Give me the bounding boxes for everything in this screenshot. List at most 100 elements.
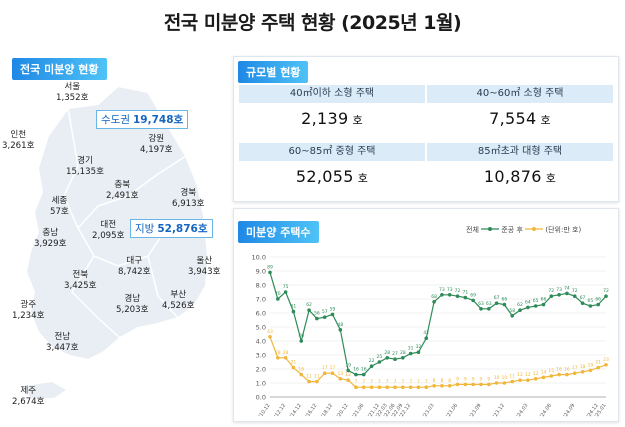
series-total-data-label: 58 bbox=[509, 308, 515, 314]
series-total-data-label: 59 bbox=[330, 306, 336, 312]
series-total-data-label: 68 bbox=[431, 294, 437, 300]
series-completed-point bbox=[565, 372, 569, 377]
series-completed-point bbox=[572, 371, 577, 375]
x-tick-label: '16.12 bbox=[305, 403, 319, 419]
series-total-point bbox=[424, 336, 429, 340]
series-completed-data-label: 43 bbox=[267, 329, 273, 335]
series-total-point bbox=[518, 308, 522, 312]
region-chungnam: 충남 3,929호 bbox=[34, 228, 67, 249]
region-sejong: 세종 57호 bbox=[50, 196, 69, 217]
size-cell-value: 10,876 호 bbox=[483, 167, 557, 186]
size-cell-small-40: 40㎡이하 소형 주택 2,139 호 bbox=[239, 85, 425, 128]
series-total-point bbox=[369, 364, 374, 368]
series-completed-point bbox=[494, 381, 499, 385]
region-daegu: 대구 8,742호 bbox=[118, 256, 151, 277]
series-total-point bbox=[299, 339, 304, 343]
series-completed-data-label: 17 bbox=[572, 365, 578, 371]
series-completed-data-label: 16 bbox=[564, 367, 570, 373]
capital-area-box: 수도권 19,748호 bbox=[96, 110, 189, 129]
series-total-data-label: 89 bbox=[267, 264, 273, 270]
series-total-point bbox=[291, 309, 296, 314]
series-completed-point bbox=[315, 379, 319, 384]
legend-total-swatch bbox=[481, 227, 500, 231]
series-completed-point bbox=[549, 374, 554, 378]
size-cell-label: 85㎡초과 대형 주택 bbox=[427, 143, 613, 161]
series-completed-point bbox=[432, 384, 436, 388]
series-total-point bbox=[432, 300, 436, 304]
series-completed-data-label: 18 bbox=[580, 364, 586, 370]
series-total-data-label: 71 bbox=[462, 290, 468, 296]
series-completed-data-label: 12 bbox=[517, 372, 523, 378]
region-gwangju: 광주 1,234호 bbox=[12, 300, 45, 321]
y-tick-label: 9.0 bbox=[256, 268, 266, 276]
x-tick-label: '24.09 bbox=[562, 403, 576, 419]
x-tick-label: '24.06 bbox=[539, 403, 553, 419]
series-completed-point bbox=[526, 378, 530, 382]
series-total-point bbox=[494, 301, 499, 305]
series-completed-point bbox=[502, 381, 507, 385]
series-completed-point bbox=[346, 378, 350, 382]
region-seoul: 서울 1,352호 bbox=[56, 82, 89, 103]
series-completed-point bbox=[486, 382, 491, 387]
series-total-data-label: 73 bbox=[556, 287, 562, 293]
series-total-point bbox=[479, 307, 483, 311]
chart-legend: 전체 준공 후 (단위:만 호) bbox=[466, 225, 581, 235]
series-total-point bbox=[385, 356, 390, 360]
series-completed-data-label: 8 bbox=[448, 378, 451, 384]
series-completed-point bbox=[479, 382, 483, 387]
series-total-data-label: 48 bbox=[337, 322, 343, 328]
series-completed-data-label: 7 bbox=[394, 379, 397, 385]
size-cell-label: 40㎡이하 소형 주택 bbox=[239, 85, 425, 103]
series-completed-data-label: 13 bbox=[337, 371, 343, 377]
series-completed-point bbox=[424, 385, 429, 389]
series-total-data-label: 67 bbox=[494, 295, 500, 301]
region-gyeonggi: 경기 15,135호 bbox=[66, 156, 104, 177]
series-total-point bbox=[455, 294, 460, 298]
korea-map bbox=[24, 84, 210, 398]
series-total-data-label: 63 bbox=[486, 301, 492, 307]
region-daejeon: 대전 2,095호 bbox=[92, 220, 125, 241]
x-tick-label: '23.03 bbox=[422, 403, 436, 419]
x-tick-label: '23.06 bbox=[445, 403, 459, 419]
series-total-point bbox=[408, 351, 413, 356]
series-completed-data-label: 9 bbox=[464, 376, 467, 382]
series-completed-data-label: 7 bbox=[355, 379, 358, 385]
series-total-point bbox=[322, 315, 327, 319]
series-total-data-label: 31 bbox=[408, 346, 414, 352]
series-completed-data-label: 10 bbox=[494, 375, 500, 381]
series-completed-point bbox=[541, 375, 546, 380]
series-completed-point bbox=[283, 356, 288, 360]
region-jeonnam: 전남 3,447호 bbox=[46, 332, 79, 353]
series-total-point bbox=[354, 372, 358, 377]
series-completed-data-label: 7 bbox=[425, 379, 428, 385]
series-completed-data-label: 8 bbox=[440, 378, 443, 384]
y-tick-label: 1.0 bbox=[256, 380, 266, 388]
series-completed-point bbox=[416, 385, 421, 389]
y-tick-label: 8.0 bbox=[256, 282, 266, 290]
series-total-data-label: 62 bbox=[517, 302, 523, 308]
series-completed-point bbox=[268, 335, 272, 339]
x-tick-label: '23.09 bbox=[469, 403, 483, 419]
series-completed-data-label: 13 bbox=[533, 371, 539, 377]
series-total-data-label: 32 bbox=[416, 344, 422, 350]
series-total-data-label: 57 bbox=[322, 309, 328, 315]
capital-area-label: 수도권 bbox=[101, 114, 130, 126]
series-completed-data-label: 7 bbox=[386, 379, 389, 385]
series-completed-point bbox=[393, 385, 397, 389]
series-total-point bbox=[283, 290, 288, 294]
series-total-point bbox=[541, 302, 546, 307]
series-completed-data-label: 14 bbox=[541, 369, 547, 375]
y-tick-label: 0.0 bbox=[256, 394, 266, 402]
region-jeju: 제주 2,674호 bbox=[12, 386, 45, 407]
series-total-point bbox=[510, 314, 515, 318]
map-panel: 전국 미분양 현황 수도권 19,748호 지방 52,876호 서울 1,352호 … bbox=[2, 56, 230, 420]
series-total-point bbox=[486, 307, 491, 311]
x-tick-label: '21.06 bbox=[351, 403, 365, 419]
regional-area-label: 지방 bbox=[135, 223, 155, 235]
x-tick-label: '20.12 bbox=[336, 403, 350, 419]
series-completed-point bbox=[330, 371, 335, 375]
page-title: 전국 미분양 주택 현황 (2025년 1월) bbox=[163, 12, 462, 34]
series-completed-point bbox=[385, 385, 390, 389]
series-total-point bbox=[596, 302, 600, 307]
series-total-data-label: 72 bbox=[548, 288, 554, 294]
